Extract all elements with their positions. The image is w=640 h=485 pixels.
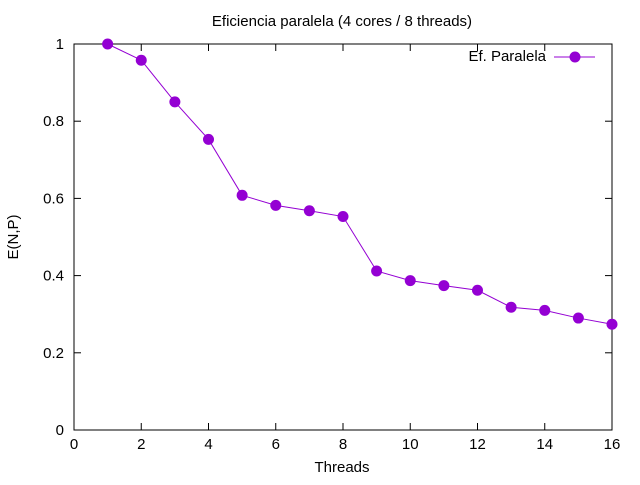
x-tick-label: 16: [604, 436, 621, 453]
legend-marker: [569, 51, 581, 63]
y-tick-label: 0.6: [43, 190, 64, 207]
y-tick-label: 1: [56, 36, 64, 53]
x-tick-label: 10: [402, 436, 419, 453]
data-point: [505, 301, 517, 313]
data-point: [135, 54, 147, 66]
x-axis-label: Threads: [314, 459, 369, 476]
x-tick-label: 8: [339, 436, 347, 453]
y-tick-label: 0.2: [43, 345, 64, 362]
y-tick-label: 0.8: [43, 113, 64, 130]
x-tick-label: 12: [469, 436, 486, 453]
y-axis-label: E(N,P): [5, 214, 22, 259]
data-point: [203, 133, 214, 145]
plot-frame: [73, 43, 613, 431]
y-axis: 0 0.2 0.4 0.6 0.8 1: [43, 36, 612, 439]
data-point: [169, 96, 181, 108]
data-point: [303, 205, 315, 217]
legend-label: Ef. Paralela: [468, 48, 546, 65]
data-point: [236, 189, 248, 201]
x-tick-label: 4: [204, 436, 212, 453]
x-tick-label: 0: [70, 436, 78, 453]
y-tick-label: 0: [56, 422, 64, 439]
series-layer: [102, 38, 618, 330]
x-tick-label: 14: [536, 436, 553, 453]
data-point: [606, 318, 618, 330]
x-axis: 0 2 4 6 8 10 12 14 16: [70, 44, 621, 453]
x-tick-label: 2: [137, 436, 145, 453]
chart-title: Eficiencia paralela (4 cores / 8 threads…: [212, 13, 472, 30]
data-point: [371, 265, 383, 277]
data-point: [539, 304, 551, 316]
y-tick-label: 0.4: [43, 268, 64, 285]
data-point: [102, 38, 114, 50]
data-point: [438, 280, 450, 292]
x-tick-label: 6: [272, 436, 280, 453]
data-point: [572, 312, 584, 324]
data-point: [337, 211, 349, 223]
data-point: [472, 284, 483, 296]
series-line: [107, 43, 613, 325]
data-point: [270, 199, 282, 211]
legend: Ef. Paralela: [468, 48, 595, 65]
data-point: [404, 275, 416, 287]
